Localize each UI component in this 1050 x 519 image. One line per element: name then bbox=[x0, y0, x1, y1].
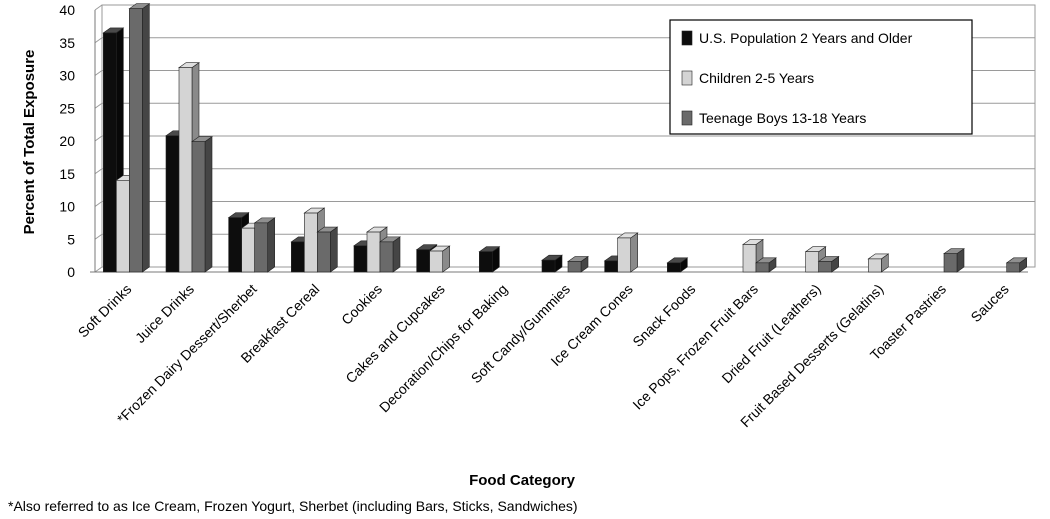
bar bbox=[943, 248, 965, 273]
bar bbox=[567, 255, 589, 273]
bar bbox=[253, 217, 276, 273]
bar-front bbox=[103, 32, 117, 273]
bar-front bbox=[241, 227, 255, 273]
legend-label: Teenage Boys 13-18 Years bbox=[699, 110, 866, 126]
bar-front bbox=[165, 135, 180, 273]
bar-front bbox=[805, 251, 819, 273]
y-axis-title: Percent of Total Exposure bbox=[21, 50, 38, 235]
bar-front bbox=[617, 237, 631, 273]
bar-side bbox=[204, 136, 213, 273]
gridline-depth bbox=[94, 266, 103, 273]
bar-front bbox=[479, 251, 493, 273]
gridline-depth bbox=[94, 4, 103, 11]
y-tick-label: 5 bbox=[67, 231, 75, 247]
gridline-depth bbox=[94, 102, 103, 109]
bar-front bbox=[604, 260, 618, 273]
x-tick-label: Juice Drinks bbox=[132, 281, 197, 346]
x-tick-label: Cookies bbox=[338, 281, 385, 328]
bar bbox=[379, 236, 401, 273]
bar-front bbox=[1006, 262, 1020, 273]
y-tick-label: 25 bbox=[59, 100, 75, 116]
gridline-depth bbox=[94, 201, 103, 207]
bar bbox=[191, 136, 213, 273]
bar-front bbox=[567, 261, 582, 273]
legend-label: Children 2-5 Years bbox=[699, 70, 814, 86]
legend-swatch bbox=[681, 110, 693, 126]
bar bbox=[428, 245, 451, 273]
bar bbox=[755, 257, 777, 273]
gridline-depth bbox=[94, 70, 103, 76]
x-tick-label: Snack Foods bbox=[629, 281, 698, 350]
gridline-depth bbox=[94, 233, 103, 240]
bar-front bbox=[317, 231, 331, 273]
bar-front bbox=[416, 249, 430, 273]
bars bbox=[102, 3, 1028, 273]
x-tick-label: Soft Drinks bbox=[75, 281, 135, 341]
bar-front bbox=[116, 180, 130, 273]
bar bbox=[666, 257, 689, 273]
gridline-depth bbox=[94, 135, 103, 142]
bar-front bbox=[254, 222, 268, 273]
y-tick-label: 35 bbox=[59, 35, 75, 51]
y-tick-label: 40 bbox=[59, 2, 75, 18]
x-tick-label: Decoration/Chips for Baking bbox=[376, 281, 511, 416]
legend-box bbox=[669, 19, 973, 135]
bar bbox=[616, 232, 639, 273]
bar-side bbox=[330, 226, 338, 273]
bar-side bbox=[630, 232, 638, 273]
gridline-depth bbox=[94, 168, 103, 175]
bar bbox=[541, 254, 563, 273]
gridline-depth bbox=[94, 37, 103, 44]
legend-label: U.S. Population 2 Years and Older bbox=[699, 30, 913, 46]
y-tick-label: 15 bbox=[59, 166, 75, 182]
bar-front bbox=[304, 212, 318, 273]
bar bbox=[316, 226, 339, 273]
bar-front bbox=[755, 262, 770, 273]
bar-front bbox=[291, 241, 305, 273]
x-axis-title: Food Category bbox=[469, 472, 575, 489]
y-tick-label: 30 bbox=[59, 68, 75, 84]
bar-front bbox=[742, 244, 757, 273]
bar bbox=[478, 246, 501, 273]
bar-front bbox=[353, 245, 368, 273]
bar-side bbox=[142, 3, 150, 273]
bar-front bbox=[379, 241, 394, 273]
bar-front bbox=[943, 253, 958, 273]
bar-front bbox=[228, 217, 242, 273]
bar-front bbox=[366, 231, 381, 273]
y-tick-label: 0 bbox=[67, 264, 75, 280]
bar-front bbox=[429, 250, 443, 273]
x-tick-label: Sauces bbox=[967, 281, 1011, 325]
bar bbox=[867, 253, 890, 273]
y-tick-label: 20 bbox=[59, 133, 75, 149]
bar-front bbox=[129, 8, 143, 273]
bar-front bbox=[667, 262, 681, 273]
bar-front bbox=[541, 259, 556, 273]
bar bbox=[1005, 257, 1028, 273]
bar-side bbox=[392, 236, 401, 273]
bar-front bbox=[178, 67, 193, 273]
bar bbox=[128, 3, 151, 273]
bar-front bbox=[818, 261, 832, 273]
bar-front bbox=[191, 141, 206, 273]
footnote: *Also referred to as Ice Cream, Frozen Y… bbox=[8, 498, 578, 514]
x-tick-label: Ice Pops, Frozen Fruit Bars bbox=[629, 281, 761, 413]
legend-swatch bbox=[681, 70, 693, 86]
y-tick-label: 10 bbox=[59, 199, 75, 215]
legend: U.S. Population 2 Years and Older Childre… bbox=[669, 19, 973, 135]
bar bbox=[817, 255, 840, 273]
legend-swatch bbox=[681, 30, 693, 46]
bar-front bbox=[868, 258, 882, 273]
bar-side bbox=[267, 217, 275, 273]
